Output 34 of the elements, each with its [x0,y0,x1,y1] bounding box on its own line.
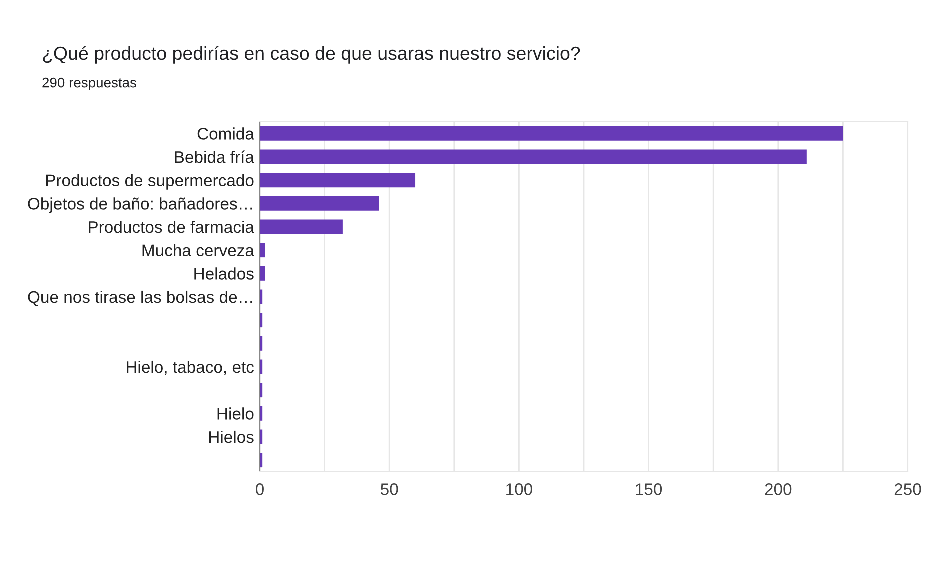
bar [260,336,263,351]
y-tick-label: Hielo [218,408,254,420]
bar [260,196,380,211]
text: 290 respuestas [42,78,136,90]
bar [260,313,263,328]
x-tick-label: 250 [894,484,922,496]
chart-title: ¿Qué producto pedirías en caso de que usaras nuestro servicio? [43,46,580,64]
bar [260,383,263,398]
bar [260,453,263,468]
x-tick-label: 100 [506,484,532,496]
y-tick-label: Hielo, tabaco, etc [127,360,254,376]
x-tick-label: 200 [765,484,792,496]
bar [260,360,263,374]
y-tick-label: Productos de farmacia [89,220,254,234]
y-tick-label: Que nos tirase las bolsas de… [28,290,252,306]
bar [260,406,263,421]
x-tick-label: 150 [636,484,662,496]
y-tick-label: Mucha cerveza [142,244,254,257]
bar [260,243,266,258]
bar [260,173,416,188]
bar [260,220,343,234]
bar [260,430,263,444]
x-tick-label: 50 [381,484,398,496]
y-tick-label: Productos de supermercado [46,174,254,190]
bar [260,266,266,281]
y-tick-label: Objetos de baño: bañadores… [28,198,252,214]
y-tick-label: Hielos [210,430,254,444]
bar [260,290,263,304]
y-tick-label: Comida [198,128,254,140]
bar [260,126,844,141]
y-tick-label: Helados [194,268,254,280]
bar [260,150,807,164]
y-tick-label: Bebida fría [175,150,254,164]
x-tick-label: 0 [256,484,264,496]
